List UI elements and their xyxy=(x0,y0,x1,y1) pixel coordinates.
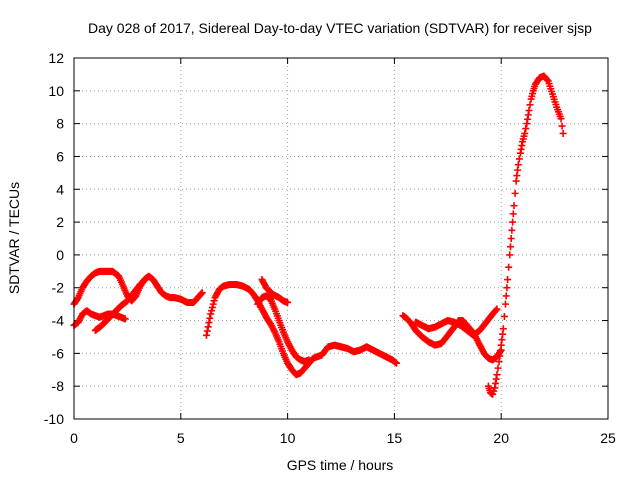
data-point xyxy=(501,300,509,308)
plot-frame xyxy=(73,57,609,420)
data-point xyxy=(203,327,211,335)
data-point xyxy=(559,129,567,137)
chart-title: Day 028 of 2017, Sidereal Day-to-day VTE… xyxy=(88,20,592,36)
series-trace-g xyxy=(318,341,401,367)
y-tick-label: 2 xyxy=(56,214,64,230)
data-point xyxy=(493,371,501,379)
data-point xyxy=(489,390,497,398)
y-tick-label: 8 xyxy=(56,116,64,132)
x-tick-label: 20 xyxy=(493,430,509,446)
x-axis-label: GPS time / hours xyxy=(287,457,394,473)
y-axis-ticks: -10 -8 -6 -4 -2 0 2 4 6 8 10 12 xyxy=(44,50,608,427)
data-point xyxy=(515,155,523,163)
data-point xyxy=(543,76,551,84)
data-point xyxy=(521,129,529,137)
data-point xyxy=(511,189,519,197)
x-tick-label: 5 xyxy=(177,430,185,446)
data-point xyxy=(505,263,513,271)
data-point xyxy=(492,306,500,314)
y-tick-label: 4 xyxy=(56,181,64,197)
data-point xyxy=(493,305,501,313)
data-point xyxy=(393,359,401,367)
data-point xyxy=(506,251,514,259)
data-point xyxy=(198,289,206,297)
data-point xyxy=(525,107,533,115)
data-point xyxy=(121,315,129,323)
data-point xyxy=(510,202,518,210)
data-point xyxy=(208,303,216,311)
data-point xyxy=(210,297,218,305)
data-point xyxy=(207,310,215,318)
y-tick-label: -10 xyxy=(44,411,64,427)
data-point xyxy=(490,387,498,395)
data-point xyxy=(509,210,517,218)
data-point xyxy=(526,101,534,109)
y-tick-label: 6 xyxy=(56,148,64,164)
data-point xyxy=(143,274,151,282)
series-trace-c xyxy=(91,274,151,334)
data-point xyxy=(508,226,516,234)
x-tick-label: 10 xyxy=(280,430,296,446)
data-point xyxy=(503,284,511,292)
data-point xyxy=(502,292,510,300)
data-point xyxy=(514,161,522,169)
data-point xyxy=(204,323,212,331)
x-tick-label: 0 xyxy=(70,430,78,446)
y-tick-label: -4 xyxy=(52,313,65,329)
data-point xyxy=(504,276,512,284)
data-point xyxy=(142,275,150,283)
y-tick-label: 10 xyxy=(48,83,64,99)
data-point xyxy=(557,115,565,123)
series-trace-e xyxy=(254,292,313,366)
data-point xyxy=(558,122,566,130)
y-axis-label: SDTVAR / TECUs xyxy=(6,182,22,294)
data-point xyxy=(507,235,515,242)
x-axis-ticks: 0 5 10 15 20 25 xyxy=(70,58,616,446)
series-trace-j xyxy=(484,72,567,398)
data-point xyxy=(208,307,216,315)
data-point xyxy=(522,125,530,133)
data-point xyxy=(305,356,313,364)
data-point xyxy=(202,331,210,339)
series-trace-f xyxy=(258,276,292,306)
y-tick-label: 0 xyxy=(56,247,64,263)
x-tick-label: 25 xyxy=(600,430,616,446)
y-tick-label: -8 xyxy=(52,378,65,394)
data-point xyxy=(500,312,508,320)
data-point xyxy=(506,243,514,251)
series-trace-d xyxy=(202,280,326,379)
data-point xyxy=(209,300,217,308)
data-points xyxy=(70,72,567,398)
data-point xyxy=(197,290,205,298)
data-point xyxy=(499,325,507,333)
y-tick-label: 12 xyxy=(48,50,64,66)
data-point xyxy=(509,218,517,226)
y-tick-label: -6 xyxy=(52,345,65,361)
data-point xyxy=(284,298,292,306)
data-point xyxy=(206,314,214,322)
data-point xyxy=(494,364,502,372)
x-tick-label: 15 xyxy=(387,430,403,446)
y-tick-label: -2 xyxy=(52,280,65,296)
data-point xyxy=(205,319,213,327)
series-trace-i xyxy=(412,305,501,339)
